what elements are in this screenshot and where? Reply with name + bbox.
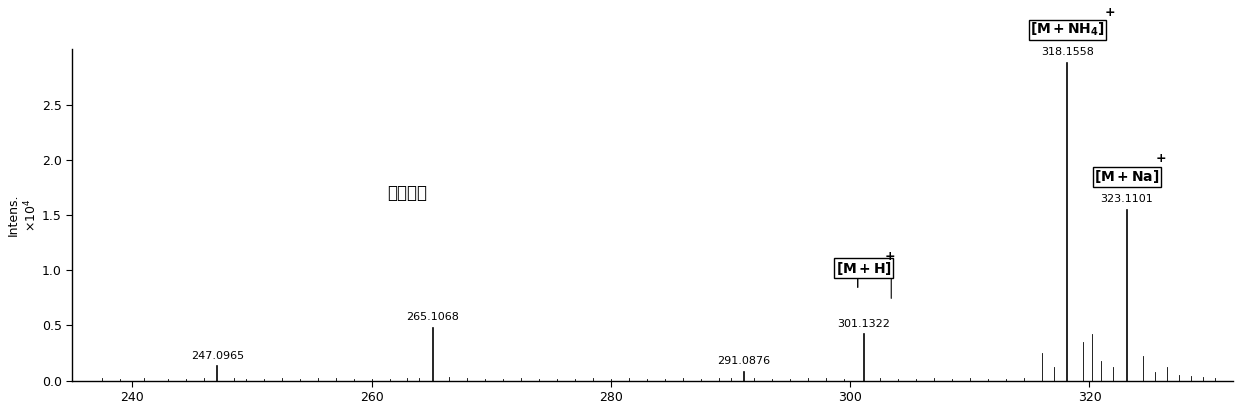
Text: 红景天苷: 红景天苷 — [387, 184, 428, 202]
Y-axis label: Intens.
$\times 10^4$: Intens. $\times 10^4$ — [7, 194, 40, 236]
Text: $\mathbf{[M+Na]}$: $\mathbf{[M+Na]}$ — [1094, 168, 1159, 185]
Text: $\mathbf{+}$: $\mathbf{+}$ — [1154, 152, 1166, 165]
Text: $\mathbf{+}$: $\mathbf{+}$ — [1104, 6, 1115, 18]
Text: $\mathbf{[M+H]}$: $\mathbf{[M+H]}$ — [836, 260, 892, 277]
Text: 291.0876: 291.0876 — [717, 356, 770, 366]
Text: $\mathbf{[M+NH_4]}$: $\mathbf{[M+NH_4]}$ — [1030, 21, 1105, 39]
Text: 247.0965: 247.0965 — [191, 351, 244, 361]
Text: 323.1101: 323.1101 — [1100, 194, 1153, 204]
Text: $\mathbf{+}$: $\mathbf{+}$ — [884, 249, 895, 263]
Text: 301.1322: 301.1322 — [837, 319, 890, 329]
Text: 318.1558: 318.1558 — [1040, 47, 1094, 57]
Text: 265.1068: 265.1068 — [407, 312, 459, 322]
